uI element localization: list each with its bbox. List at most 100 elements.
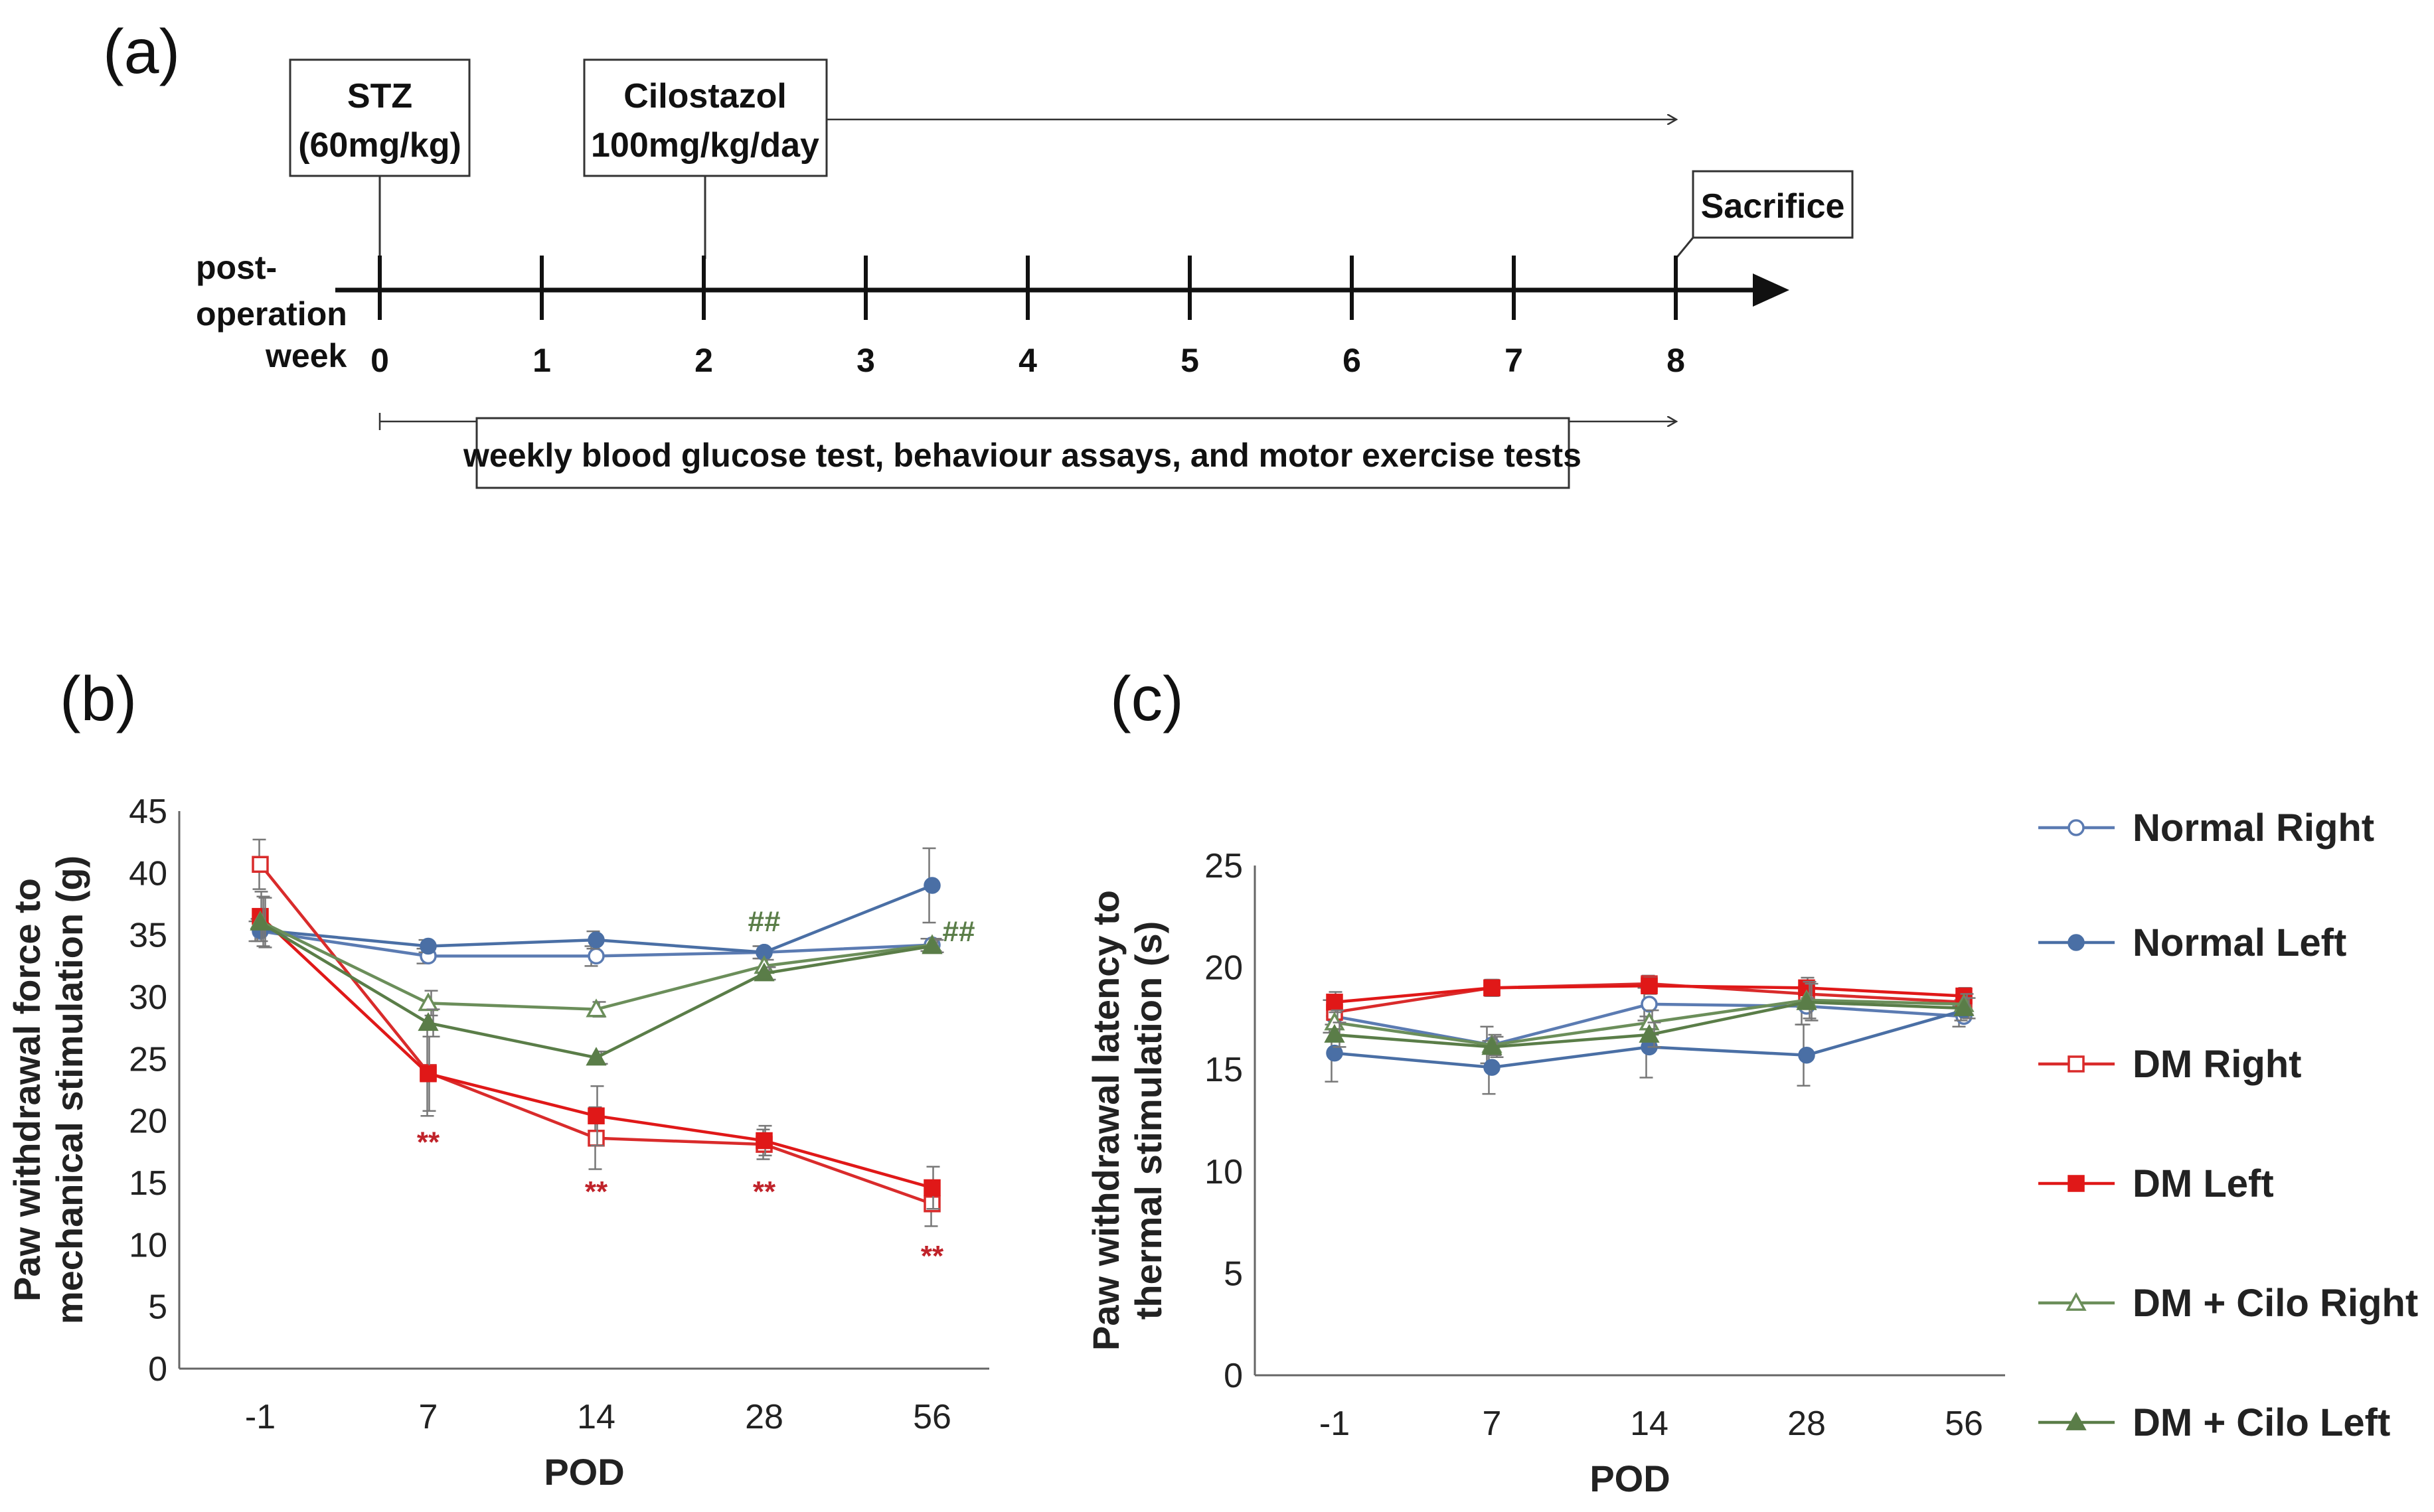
data-point: [1326, 1044, 1343, 1062]
data-point: [924, 877, 941, 894]
series-normal-left: [250, 847, 941, 961]
data-point: [1641, 977, 1658, 994]
legend-label: DM + Cilo Right: [2133, 1282, 2418, 1325]
data-point: [588, 1130, 605, 1147]
x-tick-label: 7: [1483, 1404, 1502, 1443]
data-point: [1326, 994, 1343, 1011]
data-point: [1324, 1023, 1345, 1043]
x-tick-label: 28: [745, 1398, 783, 1436]
y-tick-label: 45: [129, 793, 167, 831]
legend-marker: [2068, 819, 2085, 836]
series-dm-cilo-left: [250, 897, 944, 1066]
y-tick-label: 10: [1204, 1153, 1243, 1191]
y-tick-label: 5: [148, 1288, 167, 1327]
y-tick-label: 20: [1204, 949, 1243, 988]
y-tick-label: 15: [1204, 1051, 1243, 1089]
y-axis-title-line1: Paw withdrawal latency to: [1085, 890, 1127, 1351]
y-axis-title-line1: Paw withdrawal force to: [6, 878, 48, 1302]
timeline-axis-label-line2: operation: [196, 295, 347, 333]
timeline-week-label: 3: [856, 342, 875, 379]
timeline-axis-label-line1: post-: [196, 249, 277, 286]
timeline-week-label: 0: [370, 342, 389, 379]
panel-label-c: (c): [1110, 664, 1184, 734]
y-tick-label: 30: [129, 978, 167, 1017]
data-point: [924, 1179, 941, 1197]
panel-label-b: (b): [60, 664, 137, 734]
panel-label-a: (a): [103, 17, 180, 87]
cilostazol-box-line1: Cilostazol: [623, 77, 787, 115]
data-point: [922, 935, 943, 954]
timeline-week-label: 2: [694, 342, 713, 379]
sacrifice-box-text: Sacrifice: [1701, 187, 1845, 226]
timeline-week-label: 1: [532, 342, 551, 379]
stz-box-line2: (60mg/kg): [298, 126, 461, 165]
series-dm-right: [252, 838, 941, 1227]
significance-annotation: **: [417, 1126, 440, 1158]
data-point: [756, 1132, 773, 1150]
y-tick-label: 20: [129, 1102, 167, 1141]
x-tick-label: 7: [419, 1398, 438, 1436]
data-point: [588, 931, 605, 948]
legend-marker: [2068, 1175, 2085, 1192]
data-point: [1953, 997, 1975, 1016]
data-point: [1641, 996, 1658, 1013]
data-point: [1798, 1046, 1815, 1064]
data-point: [1481, 1036, 1502, 1055]
x-axis-title: POD: [544, 1451, 624, 1493]
timeline-week-label: 8: [1666, 342, 1685, 379]
timeline-ticks: 0 1 2 3 4 5 6 7 8: [370, 256, 1685, 379]
significance-annotation: **: [921, 1240, 944, 1272]
data-point: [586, 998, 607, 1018]
y-tick-label: 25: [1204, 847, 1243, 885]
significance-annotation: **: [753, 1175, 776, 1208]
x-tick-label: 56: [1945, 1404, 1983, 1443]
data-point: [420, 937, 437, 955]
timeline-week-label: 6: [1342, 342, 1361, 379]
timeline-arrowhead: [1753, 273, 1789, 307]
x-tick-label: 14: [1630, 1404, 1668, 1443]
series-line: [259, 863, 933, 1205]
data-point: [420, 1065, 437, 1083]
x-tick-label: -1: [1319, 1404, 1350, 1443]
cilostazol-box: [583, 58, 828, 177]
y-tick-label: 5: [1224, 1254, 1243, 1293]
data-point: [588, 1107, 605, 1124]
x-tick-label: 56: [913, 1398, 951, 1436]
y-tick-label: 25: [129, 1040, 167, 1079]
y-tick-label: 0: [148, 1350, 167, 1389]
data-point: [586, 1047, 607, 1066]
panel-b-chart: (b) 0 5 10 15 20 25 30 35 40 45 -1 7 14 28 56 POD Paw wi…: [6, 664, 989, 1493]
x-axis-title: POD: [1589, 1458, 1670, 1499]
panel-a-timeline: (a) STZ (60mg/kg) Cilostazol 100mg/kg/da…: [103, 17, 1854, 489]
timeline-axis-label-line3: week: [265, 337, 347, 374]
legend-label: Normal Right: [2133, 806, 2374, 850]
legend-marker: [2068, 934, 2085, 951]
series-dm-cilo-left: [1324, 982, 1976, 1059]
data-point: [754, 962, 775, 982]
y-tick-label: 0: [1224, 1357, 1243, 1395]
legend-label: DM Right: [2133, 1043, 2302, 1086]
y-tick-label: 40: [129, 854, 167, 893]
data-point: [1639, 1023, 1660, 1043]
data-point: [250, 911, 271, 931]
significance-annotation: **: [585, 1175, 608, 1208]
legend-marker: [2066, 1411, 2087, 1430]
legend-label: DM + Cilo Left: [2133, 1401, 2390, 1444]
weekly-box-text: weekly blood glucose test, behaviour ass…: [463, 437, 1582, 474]
data-point: [588, 947, 605, 965]
data-point: [924, 1195, 941, 1213]
y-tick-label: 10: [129, 1226, 167, 1264]
timeline-week-label: 5: [1180, 342, 1199, 379]
legend-label: Normal Left: [2133, 921, 2346, 964]
cilostazol-box-line2: 100mg/kg/day: [591, 126, 819, 165]
y-axis-title-line2: mechanical stimulation (g): [48, 856, 90, 1324]
legend-marker: [2066, 1292, 2087, 1311]
data-point: [1483, 1059, 1501, 1076]
y-tick-label: 15: [129, 1164, 167, 1203]
stz-box: [289, 58, 471, 177]
timeline-week-label: 7: [1504, 342, 1523, 379]
x-tick-label: -1: [245, 1398, 276, 1436]
significance-annotation: ##: [943, 915, 975, 948]
mechanical-chart: 0 5 10 15 20 25 30 35 40 45 -1 7 14 28 56 POD Paw withdr…: [6, 793, 989, 1493]
